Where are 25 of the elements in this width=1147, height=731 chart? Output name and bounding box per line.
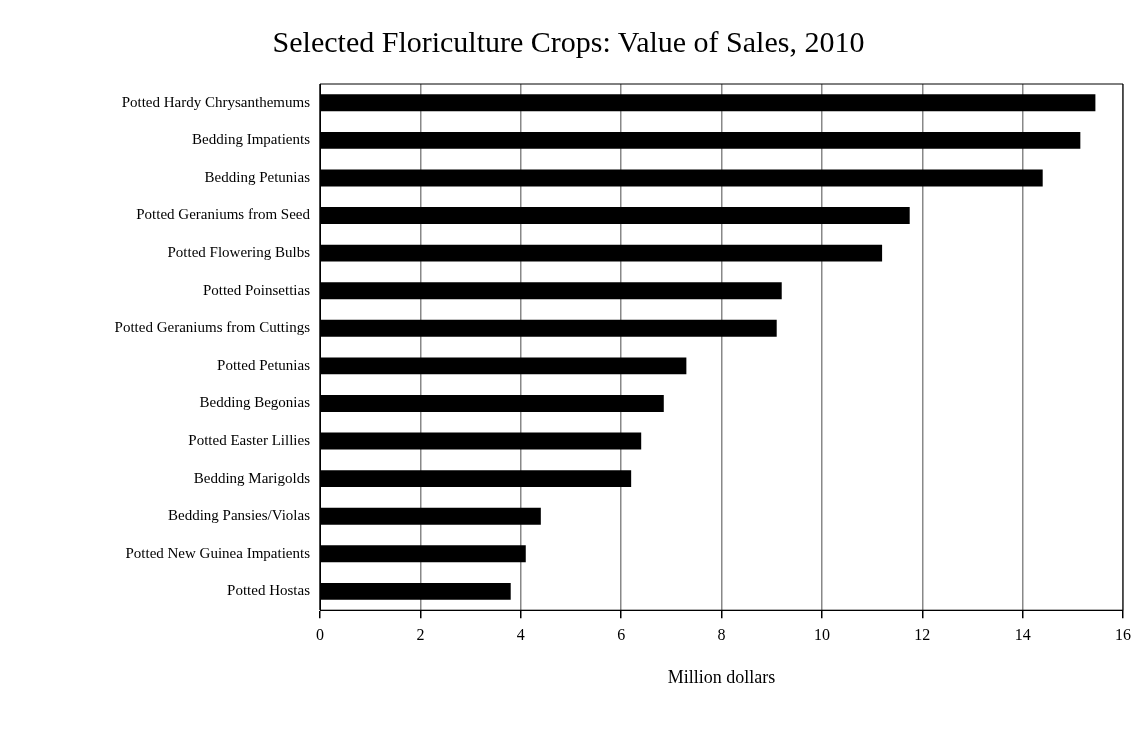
x-tick-label: 10 bbox=[813, 626, 830, 643]
y-tick-label: Bedding Petunias bbox=[204, 168, 311, 185]
y-tick-label: Bedding Impatients bbox=[192, 131, 311, 148]
x-tick-label: 0 bbox=[316, 626, 324, 643]
x-tick-label: 4 bbox=[516, 626, 525, 643]
x-tick-label: 8 bbox=[717, 626, 726, 643]
x-tick-label: 16 bbox=[1115, 626, 1131, 643]
y-tick-label: Potted New Guinea Impatients bbox=[125, 544, 311, 561]
y-tick-label: Bedding Pansies/Violas bbox=[167, 507, 311, 524]
x-axis-title: Million dollars bbox=[667, 666, 776, 687]
x-tick-label: 2 bbox=[416, 626, 425, 643]
y-tick-label: Potted Hostas bbox=[227, 582, 311, 599]
y-tick-label: Potted Geraniums from Cuttings bbox=[114, 319, 311, 336]
x-tick-label: 12 bbox=[914, 626, 931, 643]
y-tick-label: Potted Hardy Chrysanthemums bbox=[121, 93, 311, 110]
y-tick-label: Potted Geraniums from Seed bbox=[136, 206, 311, 223]
chart-title: Selected Floriculture Crops: Value of Sales, 2010 bbox=[272, 24, 865, 58]
y-tick-label: Potted Poinsettias bbox=[202, 281, 311, 298]
y-tick-label: Bedding Begonias bbox=[199, 394, 311, 411]
y-tick-label: Potted Flowering Bulbs bbox=[167, 244, 311, 261]
x-tick-label: 14 bbox=[1014, 626, 1031, 643]
y-tick-label: Bedding Marigolds bbox=[193, 469, 311, 486]
y-tick-label: Potted Petunias bbox=[217, 356, 311, 373]
x-tick-label: 6 bbox=[617, 626, 626, 643]
y-tick-label: Potted Easter Lillies bbox=[188, 432, 311, 448]
